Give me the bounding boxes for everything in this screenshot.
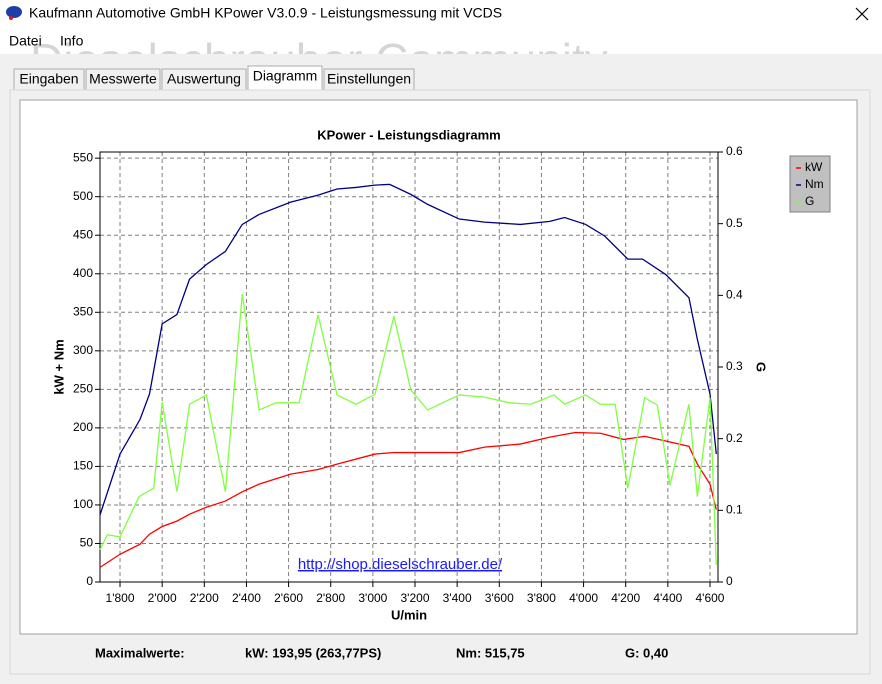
x-axis-label: U/min [391, 607, 427, 622]
x-tick-label: 2'200 [190, 591, 219, 605]
data-line [99, 293, 717, 565]
y2-tick-label: 0.4 [726, 288, 743, 302]
y-tick-label: 550 [73, 150, 93, 164]
y-tick-label: 500 [73, 189, 93, 203]
x-tick-label: 2'000 [148, 591, 177, 605]
y2-tick-label: 0 [726, 574, 733, 588]
app-icon [6, 6, 22, 18]
x-tick-label: 3'600 [485, 591, 514, 605]
tab-label[interactable]: Einstellungen [327, 71, 411, 87]
data-line [99, 431, 717, 568]
y-tick-label: 250 [73, 382, 93, 396]
y-axis-label: kW + Nm [51, 339, 66, 394]
x-tick-label: 3'000 [358, 591, 387, 605]
y-tick-label: 0 [86, 574, 93, 588]
x-tick-label: 2'800 [316, 591, 345, 605]
link[interactable]: http://shop.dieselschrauber.de/ [298, 556, 503, 573]
y-tick-label: 50 [80, 536, 94, 550]
x-tick-label: 2'600 [274, 591, 303, 605]
y-tick-label: 200 [73, 420, 93, 434]
legend-label: kW [805, 160, 823, 174]
footer-kw: kW: 193,95 (263,77PS) [245, 645, 381, 660]
x-tick-label: 3'200 [401, 591, 430, 605]
legend-label: G [805, 194, 814, 208]
y-tick-label: 400 [73, 266, 93, 280]
y-tick-label: 150 [73, 459, 93, 473]
x-tick-label: 4'200 [611, 591, 640, 605]
y2-tick-label: 0.3 [726, 359, 743, 373]
x-tick-label: 4'000 [569, 591, 598, 605]
menu-item[interactable]: Info [60, 33, 84, 49]
y2-tick-label: 0.2 [726, 431, 743, 445]
x-tick-label: 3'400 [443, 591, 472, 605]
plot-frame [99, 151, 719, 583]
y2-tick-label: 0.6 [726, 144, 743, 158]
y-tick-label: 100 [73, 497, 93, 511]
app-icon-dot [9, 16, 13, 20]
x-tick-label: 1'800 [106, 591, 135, 605]
tab-label[interactable]: Eingaben [19, 71, 78, 87]
y2-tick-label: 0.1 [726, 503, 743, 517]
footer-label: Maximalwerte: [95, 645, 185, 660]
tab-label[interactable]: Auswertung [167, 71, 241, 87]
window-title: Kaufmann Automotive GmbH KPower V3.0.9 -… [29, 5, 502, 21]
y-tick-label: 350 [73, 304, 93, 318]
tab-label[interactable]: Messwerte [89, 71, 157, 87]
y-tick-label: 450 [73, 227, 93, 241]
x-tick-label: 3'800 [527, 591, 556, 605]
x-tick-label: 2'400 [232, 591, 261, 605]
footer-g: G: 0,40 [625, 645, 668, 660]
close-button[interactable] [855, 7, 869, 21]
footer-nm: Nm: 515,75 [456, 645, 525, 660]
y2-axis-label: G [754, 362, 769, 372]
tab-label[interactable]: Diagramm [253, 68, 318, 84]
x-tick-label: 4'600 [695, 591, 724, 605]
legend-label: Nm [805, 177, 824, 191]
x-tick-label: 4'400 [653, 591, 682, 605]
y-tick-label: 300 [73, 343, 93, 357]
y2-tick-label: 0.5 [726, 216, 743, 230]
menu-item[interactable]: Datei [9, 33, 42, 49]
data-line [99, 183, 717, 516]
chart-title: KPower - Leistungsdiagramm [317, 127, 500, 142]
